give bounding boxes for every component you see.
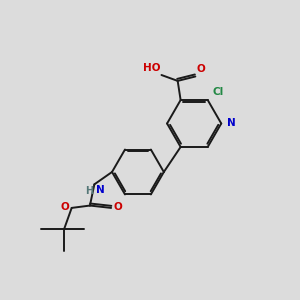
Text: O: O	[113, 202, 122, 212]
Text: O: O	[61, 202, 70, 212]
Text: H: H	[85, 186, 93, 196]
Text: Cl: Cl	[212, 87, 224, 97]
Text: N: N	[227, 118, 236, 128]
Text: O: O	[197, 64, 206, 74]
Text: N: N	[96, 185, 105, 195]
Text: HO: HO	[142, 63, 160, 73]
